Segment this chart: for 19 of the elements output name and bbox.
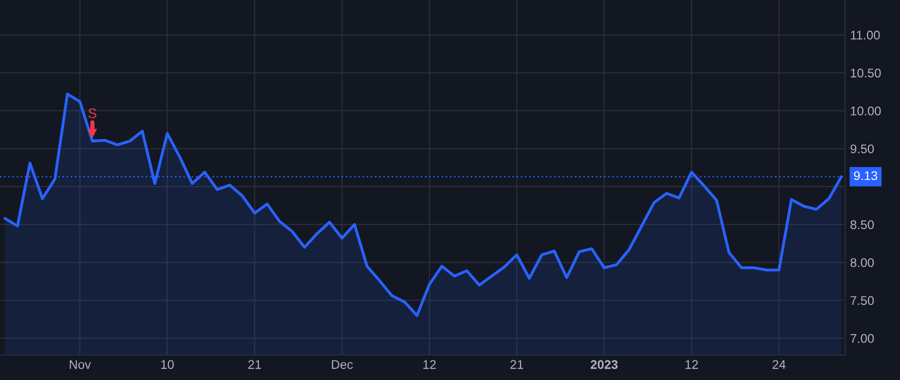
x-tick-label: 2023 (590, 360, 618, 369)
y-tick-label: 7.50 (850, 296, 874, 305)
x-tick-label: 21 (248, 360, 261, 369)
y-tick-label: 7.00 (850, 334, 874, 343)
y-tick-label: 11.00 (850, 30, 880, 40)
y-tick-label: 10.50 (850, 68, 881, 78)
ref-line-label: 9.13 (854, 171, 878, 180)
y-tick-label: 10.00 (850, 106, 881, 116)
x-tick-label: 24 (772, 360, 786, 369)
x-tick-label: Nov (70, 360, 91, 369)
x-tick-label: 12 (686, 360, 698, 369)
y-tick-label: 8.50 (850, 220, 874, 230)
x-tick-label: 10 (161, 360, 174, 369)
y-tick-label: 9.50 (850, 144, 874, 154)
x-tick-label: 21 (510, 360, 524, 369)
x-tick-label: Dec (332, 360, 353, 369)
y-tick-label: 8.00 (850, 258, 874, 268)
annotation: S (88, 108, 96, 118)
x-tick-label: 12 (423, 360, 436, 369)
